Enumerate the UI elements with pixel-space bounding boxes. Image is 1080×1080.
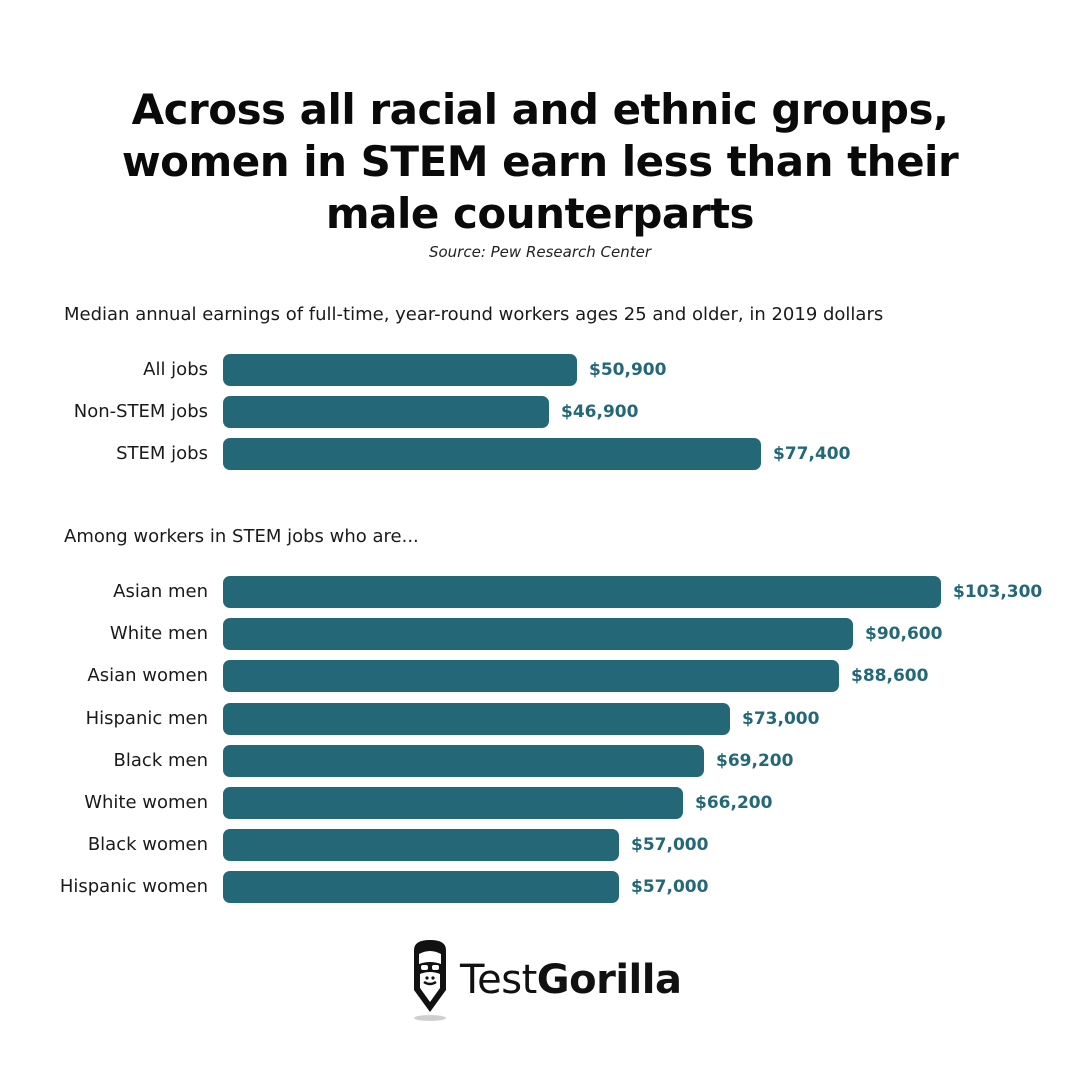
value-label: $66,200 [695,793,773,813]
brand-wordmark: TestGorilla [460,952,682,1008]
value-label: $90,600 [865,624,943,644]
value-label: $88,600 [851,666,929,686]
page-title: Across all racial and ethnic groups, wom… [0,84,1080,240]
bar [223,576,941,608]
category-label: Hispanic women [59,876,208,897]
value-label: $57,000 [631,877,709,897]
bar [223,438,761,470]
category-label: Non-STEM jobs [73,401,208,422]
category-label: Hispanic men [85,708,208,729]
category-label: White men [109,623,208,644]
gorilla-head-icon [414,940,446,1021]
category-label: Asian men [113,581,208,602]
category-label: White women [84,792,208,813]
bar [223,354,577,386]
source-note: Source: Pew Research Center [428,243,652,261]
bar [223,829,619,861]
brand-name-bold: Gorilla [536,957,682,1003]
bar [223,396,549,428]
value-label: $103,300 [953,582,1043,602]
category-label: STEM jobs [116,443,208,464]
category-label: Black men [113,750,208,771]
category-label: Black women [87,834,208,855]
bar [223,618,853,650]
value-label: $77,400 [773,444,851,464]
value-label: $46,900 [561,402,639,422]
chart-1-subtitle: Median annual earnings of full-time, yea… [64,304,884,325]
category-label: All jobs [143,359,208,380]
chart-2-subtitle: Among workers in STEM jobs who are... [64,526,419,547]
value-label: $69,200 [716,751,794,771]
title-line-2: women in STEM earn less than their [121,137,959,186]
brand-name-light: Test [460,957,537,1003]
value-label: $73,000 [742,709,820,729]
title-line-1: Across all racial and ethnic groups, [131,85,949,134]
title-line-3: male counterparts [325,189,755,238]
value-label: $50,900 [589,360,667,380]
bar [223,787,683,819]
value-label: $57,000 [631,835,709,855]
category-label: Asian women [87,665,208,686]
bar [223,745,704,777]
bar [223,871,619,903]
bar [223,703,730,735]
bar [223,660,839,692]
testgorilla-logo: TestGorilla [408,938,688,1028]
